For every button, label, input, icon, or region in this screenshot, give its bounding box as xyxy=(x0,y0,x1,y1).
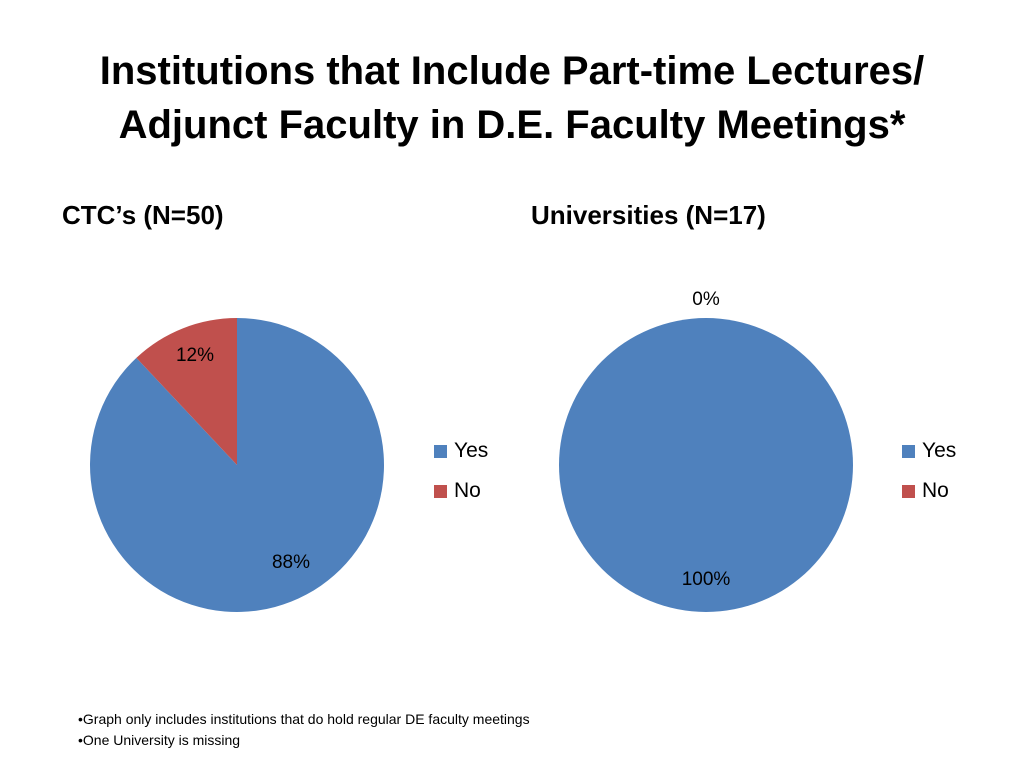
chart-legend: Yes No xyxy=(902,431,956,511)
ctc-pie-svg: 88% 12% xyxy=(90,318,385,612)
chart-legend: Yes No xyxy=(434,431,488,511)
data-label-no: 12% xyxy=(176,345,214,366)
legend-item-no: No xyxy=(902,471,956,511)
pie-slice-yes xyxy=(90,318,385,612)
legend-label-yes: Yes xyxy=(454,439,489,462)
legend-swatch-no xyxy=(902,484,915,498)
data-label-yes: 88% xyxy=(272,552,310,573)
legend-swatch-yes xyxy=(902,444,915,458)
universities-pie-svg: 100% 0% xyxy=(559,289,853,612)
chart-title: Universities (N=17) xyxy=(531,200,766,230)
legend-item-no: No xyxy=(434,471,488,511)
universities-pie-chart: Universities (N=17) 100% 0% Yes No xyxy=(512,0,1024,768)
legend-label-yes: Yes xyxy=(922,439,957,462)
legend-swatch-yes xyxy=(434,444,447,458)
pie-slice-yes xyxy=(559,318,853,612)
slide-title-line-1: Institutions that Include Part-time Lect… xyxy=(99,49,925,93)
footnotes: •Graph only includes institutions that d… xyxy=(78,709,530,751)
legend-item-yes: Yes xyxy=(902,431,956,471)
legend-swatch-no xyxy=(434,484,447,498)
slide-title-line-2: Adjunct Faculty in D.E. Faculty Meetings… xyxy=(118,103,906,147)
data-label-yes: 100% xyxy=(682,569,731,590)
ctc-pie-chart: CTC’s (N=50) 88% 12% Yes No xyxy=(62,200,488,612)
legend-label-no: No xyxy=(922,479,949,502)
legend-item-yes: Yes xyxy=(434,431,488,471)
pie-slice-no xyxy=(136,318,237,465)
legend-label-no: No xyxy=(454,479,481,502)
chart-title: CTC’s (N=50) xyxy=(62,200,224,230)
data-label-no: 0% xyxy=(692,289,720,310)
footnote: •One University is missing xyxy=(78,732,241,748)
footnote: •Graph only includes institutions that d… xyxy=(78,711,530,727)
slide-title: Institutions that Include Part-time Lect… xyxy=(40,44,984,152)
